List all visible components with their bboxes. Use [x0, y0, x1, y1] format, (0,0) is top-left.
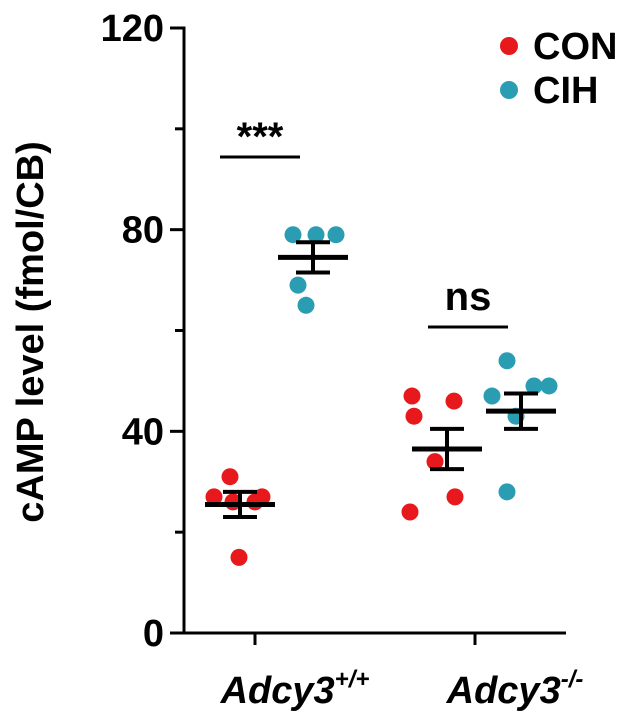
data-point-con — [446, 488, 464, 506]
data-point-cih — [307, 226, 325, 244]
y-tick-label: 80 — [122, 210, 164, 252]
x-group-label-sup: -/- — [561, 666, 584, 693]
data-point-cih — [327, 226, 345, 244]
x-group-label-sup: +/+ — [335, 666, 370, 693]
data-point-con — [205, 488, 223, 506]
x-group-label: Adcy3-/- — [446, 666, 584, 712]
mean-sem-bars — [205, 240, 556, 520]
y-tick-label: 40 — [122, 411, 164, 453]
data-point-cih — [498, 483, 516, 501]
data-point-con — [221, 468, 239, 486]
data-point-con — [253, 488, 271, 506]
legend-marker-cih — [500, 81, 518, 99]
legend-label-cih: CIH — [533, 70, 598, 112]
x-axis: Adcy3+/+ Adcy3-/- — [182, 631, 584, 712]
data-point-cih — [525, 377, 543, 395]
legend-label-con: CON — [533, 26, 617, 68]
significance-label: ns — [445, 275, 492, 319]
x-group-label-main: Adcy3 — [220, 670, 335, 712]
y-tick-label: 120 — [101, 8, 164, 50]
x-group-label-main: Adcy3 — [446, 670, 561, 712]
data-point-cih — [289, 276, 307, 294]
data-point-cih — [284, 226, 302, 244]
significance-label: *** — [237, 115, 284, 159]
significance-annotations: *** ns — [220, 115, 508, 329]
y-axis-title: cAMP level (fmol/CB) — [10, 141, 52, 522]
legend-marker-con — [500, 37, 518, 55]
data-point-con — [405, 407, 423, 425]
y-tick-label: 0 — [143, 613, 164, 655]
data-point-con — [403, 387, 421, 405]
data-point-cih — [540, 377, 558, 395]
data-point-con — [230, 548, 248, 566]
y-axis: 0 40 80 120 — [101, 8, 186, 655]
data-point-con — [426, 453, 444, 471]
data-point-cih — [498, 352, 516, 370]
data-point-con — [445, 392, 463, 410]
data-point-con — [401, 503, 419, 521]
x-group-label: Adcy3+/+ — [220, 666, 370, 712]
data-point-cih — [297, 296, 315, 314]
data-point-cih — [483, 387, 501, 405]
data-points — [205, 226, 558, 566]
